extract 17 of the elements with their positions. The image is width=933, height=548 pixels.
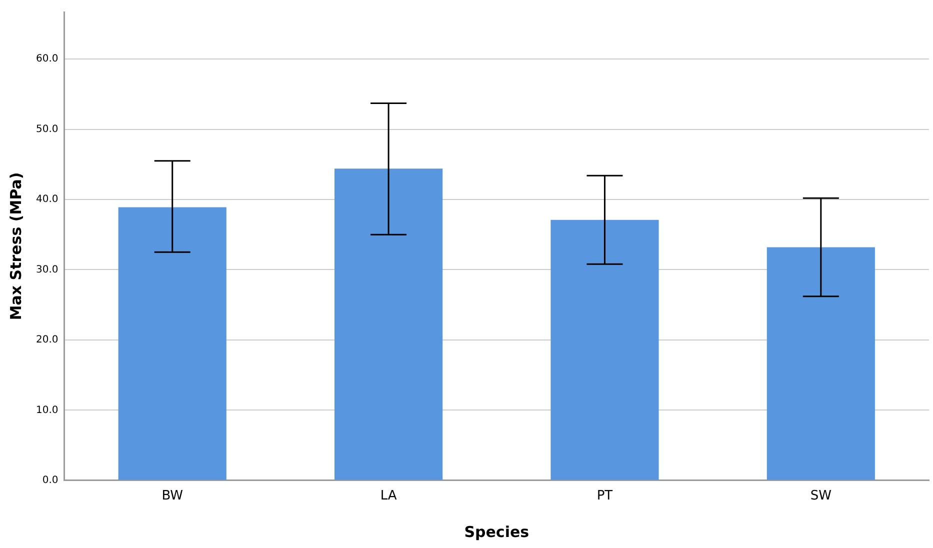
x-tick-label: LA — [380, 488, 397, 504]
y-tick-label: 30.0 — [36, 264, 58, 276]
y-tick-label: 10.0 — [36, 404, 58, 416]
x-tick-label: SW — [810, 488, 832, 504]
x-tick-label: PT — [596, 488, 613, 504]
bar — [334, 168, 443, 480]
y-axis-title: Max Stress (MPa) — [6, 172, 25, 320]
bar — [550, 220, 659, 480]
y-tick-label: 20.0 — [36, 334, 58, 346]
y-tick-label: 60.0 — [36, 54, 58, 65]
x-tick-label: BW — [162, 488, 184, 504]
bar — [766, 247, 875, 480]
bar — [118, 207, 226, 480]
y-tick-label: 0.0 — [42, 474, 58, 486]
x-axis-title: Species — [464, 522, 530, 541]
y-tick-label: 50.0 — [36, 124, 58, 135]
y-tick-label: 40.0 — [36, 194, 58, 206]
